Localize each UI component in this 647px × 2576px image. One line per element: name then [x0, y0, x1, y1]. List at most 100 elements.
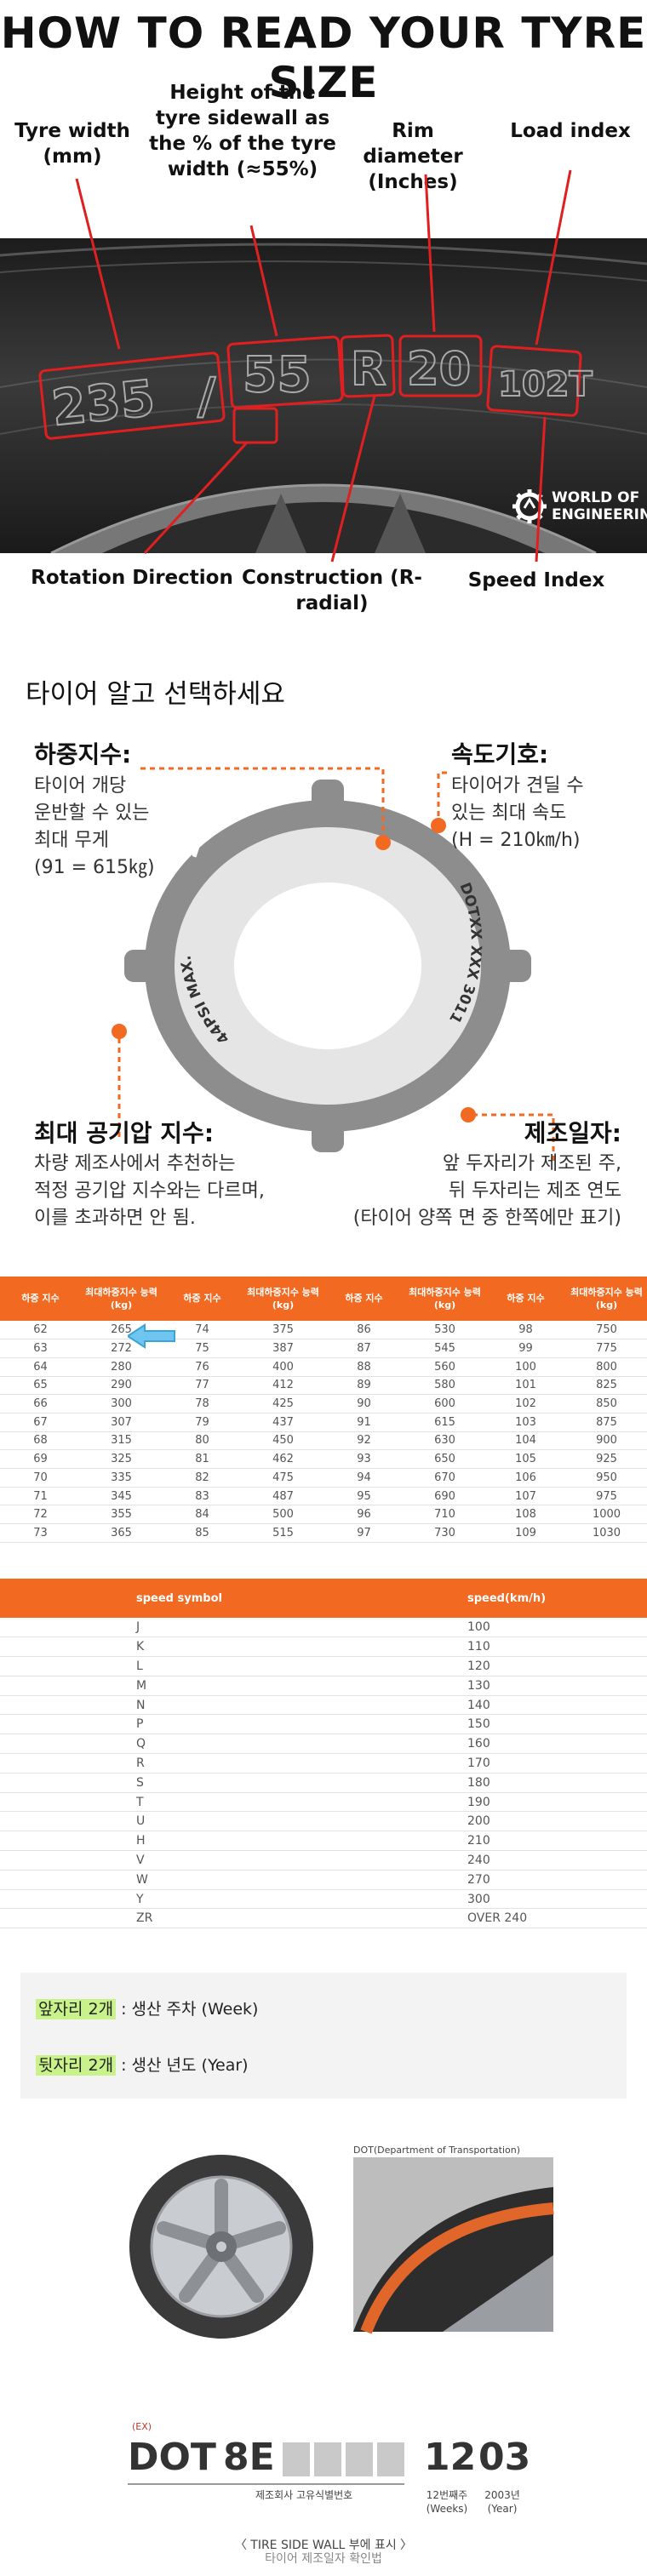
table-cell: 79 [162, 1413, 243, 1432]
table-row: T 190 [0, 1792, 647, 1813]
label-construction: Construction (R- radial) [242, 567, 422, 614]
speed-value-cell: 120 [388, 1656, 647, 1676]
table-cell: 730 [404, 1523, 485, 1543]
korean-tyre-guide: 타이어 알고 선택하세요 205/65/R 14 91 H 44PSI MAX.… [0, 630, 647, 1277]
speed-value-cell: 270 [388, 1870, 647, 1890]
table-cell: 93 [324, 1449, 404, 1469]
table-cell: 300 [81, 1394, 162, 1414]
speed-symbol-cell: J [0, 1618, 388, 1638]
table-cell: 280 [81, 1357, 162, 1377]
dot-closeup [353, 2157, 554, 2334]
table-cell: 515 [243, 1523, 324, 1543]
pressure-description: 차량 제조사에서 추천하는 적정 공기압 지수와는 다르며, 이를 초과하면 안… [34, 1153, 265, 1229]
table-row: 69 325 81 462 93 650 105 925 [0, 1449, 647, 1469]
table-cell: 750 [566, 1321, 647, 1340]
table-cell: 615 [404, 1413, 485, 1432]
table-cell: 450 [243, 1431, 324, 1451]
table-row: ZR OVER 240 [0, 1908, 647, 1929]
dot-code-maker: 8E [223, 2436, 275, 2479]
table-cell: 80 [162, 1431, 243, 1451]
table-row: 67 307 79 437 91 615 103 875 [0, 1413, 647, 1432]
speed-table-header-speed: speed(km/h) [388, 1579, 647, 1618]
table-row: 63 272 75 387 87 545 99 775 [0, 1339, 647, 1358]
load-index-marker [375, 835, 391, 850]
load-table-header-cell: 최대하중지수 능력(kg) [566, 1277, 647, 1321]
table-row: U 200 [0, 1811, 647, 1832]
table-cell: 650 [404, 1449, 485, 1469]
speed-value-cell: 200 [388, 1811, 647, 1832]
table-cell: 72 [0, 1505, 81, 1525]
table-row: V 240 [0, 1850, 647, 1871]
table-cell: 850 [566, 1394, 647, 1414]
tyre-diagram: 205/65/R 14 91 H 44PSI MAX. DOTXX XXX 30… [112, 733, 555, 1162]
load-table-header-cell: 최대하중지수 능력(kg) [404, 1277, 485, 1321]
load-table-header-cell: 하중 지수 [485, 1277, 566, 1321]
wheel-icon [129, 2155, 313, 2339]
dot-code-section: DOT(Department of Transportation) (EX) D… [0, 2128, 647, 2576]
table-cell: 462 [243, 1449, 324, 1469]
world-of-engineering-logo: WORLD OF ENGINEERING [507, 481, 647, 532]
table-row: Q 160 [0, 1734, 647, 1755]
speed-symbol-marker [431, 818, 446, 833]
table-row: N 140 [0, 1695, 647, 1716]
table-cell: 437 [243, 1413, 324, 1432]
speed-symbol-cell: K [0, 1636, 388, 1658]
table-cell: 500 [243, 1505, 324, 1525]
wheel-illustrations [129, 2155, 554, 2339]
table-cell: 81 [162, 1449, 243, 1469]
load-table-header-cell: 최대하중지수 능력(kg) [81, 1277, 162, 1321]
speed-symbol-cell: L [0, 1656, 388, 1676]
table-cell: 1000 [566, 1505, 647, 1525]
korean-title: 타이어 알고 선택하세요 [26, 679, 285, 710]
table-cell: 1030 [566, 1523, 647, 1543]
pressure-heading: 최대 공기압 지수: [34, 1119, 215, 1147]
table-cell: 365 [81, 1523, 162, 1543]
speed-symbol-description: 타이어가 견딜 수 있는 최대 속도 (H = 210㎞/h) [451, 775, 584, 851]
table-cell: 90 [324, 1394, 404, 1414]
table-row: W 270 [0, 1870, 647, 1890]
table-row: P 150 [0, 1714, 647, 1735]
table-cell: 63 [0, 1339, 81, 1358]
table-cell: 92 [324, 1431, 404, 1451]
table-row: S 180 [0, 1773, 647, 1793]
table-cell: 105 [485, 1449, 566, 1469]
note-front-digits: 앞자리 2개 : 생산 주차 (Week) [36, 1996, 258, 2019]
dot-definition-label: DOT(Department of Transportation) [353, 2145, 521, 2156]
date-description: 앞 두자리가 제조된 주, 뒤 두자리는 제조 연도 (타이어 양쪽 면 중 한… [352, 1153, 621, 1229]
table-cell: 690 [404, 1487, 485, 1506]
table-cell: 88 [324, 1357, 404, 1377]
table-cell: 99 [485, 1339, 566, 1358]
tyre-sidewall-illustration [0, 238, 647, 553]
speed-table-header: speed symbol speed(km/h) [0, 1579, 647, 1618]
table-cell: 630 [404, 1431, 485, 1451]
table-cell: 96 [324, 1505, 404, 1525]
table-cell: 290 [81, 1376, 162, 1396]
sidewall-service: 102T [498, 365, 593, 404]
table-cell: 107 [485, 1487, 566, 1506]
dot-code-masked [283, 2442, 406, 2476]
sidewall-slash: / [198, 367, 216, 425]
table-cell: 103 [485, 1413, 566, 1432]
pressure-marker [112, 1024, 127, 1039]
table-cell: 100 [485, 1357, 566, 1377]
table-cell: 101 [485, 1376, 566, 1396]
load-table-header-cell: 하중 지수 [162, 1277, 243, 1321]
speed-symbol-cell: H [0, 1831, 388, 1852]
table-row: 66 300 78 425 90 600 102 850 [0, 1394, 647, 1414]
sidewall-construction: R [351, 342, 386, 396]
speed-value-cell: 190 [388, 1792, 647, 1813]
infographic-title: HOW TO READ YOUR TYRE SIZE [0, 9, 647, 107]
table-cell: 98 [485, 1321, 566, 1340]
sidewall-width: 235 [49, 368, 157, 437]
speed-symbol-cell: N [0, 1695, 388, 1716]
table-cell: 78 [162, 1394, 243, 1414]
sidewall-ratio: 55 [243, 346, 312, 403]
table-cell: 62 [0, 1321, 81, 1340]
sidewall-caption: 〈 TIRE SIDE WALL 부에 표시 〉 [234, 2539, 413, 2552]
table-cell: 345 [81, 1487, 162, 1506]
table-cell: 412 [243, 1376, 324, 1396]
speed-value-cell: 180 [388, 1773, 647, 1793]
load-table-header-cell: 하중 지수 [0, 1277, 81, 1321]
speed-value-cell: 240 [388, 1850, 647, 1871]
speed-value-cell: 100 [388, 1618, 647, 1638]
